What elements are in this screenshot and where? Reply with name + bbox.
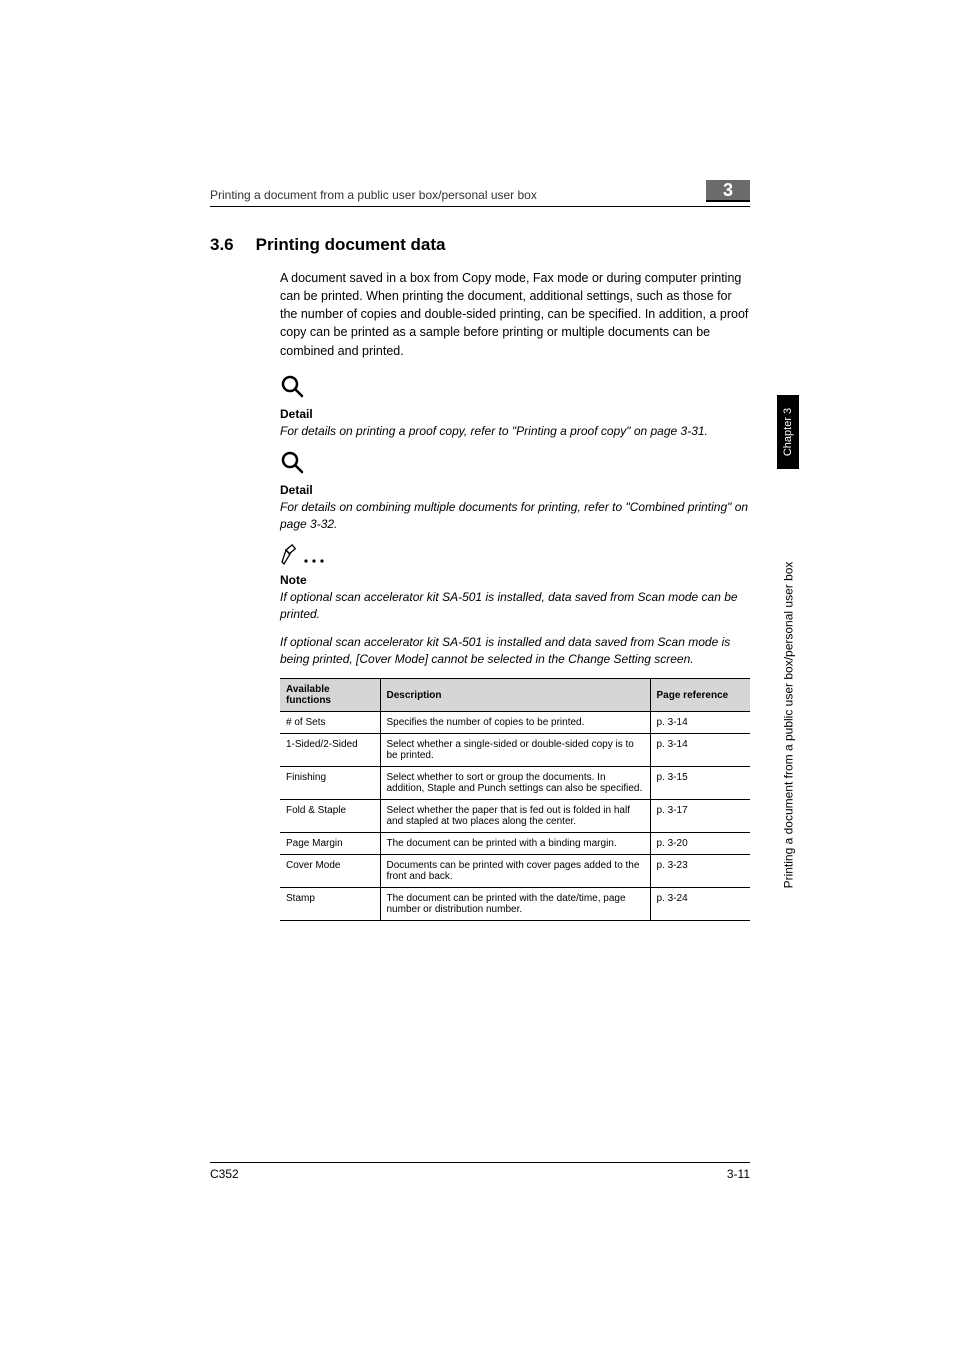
table-cell: p. 3-20 <box>650 833 750 855</box>
intro-paragraph: A document saved in a box from Copy mode… <box>280 269 750 360</box>
table-cell: Fold & Staple <box>280 800 380 833</box>
table-header-cell: Available functions <box>280 679 380 712</box>
table-cell: Page Margin <box>280 833 380 855</box>
table-cell: Specifies the number of copies to be pri… <box>380 712 650 734</box>
running-title: Printing a document from a public user b… <box>210 188 537 202</box>
table-row: Cover Mode Documents can be printed with… <box>280 855 750 888</box>
section-number: 3.6 <box>210 235 234 255</box>
table-cell: Cover Mode <box>280 855 380 888</box>
detail-text: For details on printing a proof copy, re… <box>280 423 750 440</box>
table-header-cell: Description <box>380 679 650 712</box>
side-running-text: Printing a document from a public user b… <box>781 562 795 889</box>
table-body: # of Sets Specifies the number of copies… <box>280 712 750 921</box>
chapter-number: 3 <box>723 180 733 201</box>
table-cell: Documents can be printed with cover page… <box>380 855 650 888</box>
table-cell: Stamp <box>280 888 380 921</box>
table-row: # of Sets Specifies the number of copies… <box>280 712 750 734</box>
footer-model: C352 <box>210 1167 239 1181</box>
table-row: Page Margin The document can be printed … <box>280 833 750 855</box>
page-content: Printing a document from a public user b… <box>210 180 750 921</box>
table-cell: # of Sets <box>280 712 380 734</box>
table-header-row: Available functions Description Page ref… <box>280 679 750 712</box>
functions-table: Available functions Description Page ref… <box>280 678 750 921</box>
note-para-1: If optional scan accelerator kit SA-501 … <box>280 589 750 624</box>
table-row: Finishing Select whether to sort or grou… <box>280 767 750 800</box>
pencil-note-icon <box>280 544 330 566</box>
section-title: Printing document data <box>256 235 446 255</box>
side-chapter-label: Chapter 3 <box>782 408 794 456</box>
running-header: Printing a document from a public user b… <box>210 180 750 207</box>
table-cell: The document can be printed with the dat… <box>380 888 650 921</box>
note-para-2: If optional scan accelerator kit SA-501 … <box>280 634 750 669</box>
side-running-label: Printing a document from a public user b… <box>777 480 799 970</box>
table-header-cell: Page reference <box>650 679 750 712</box>
table-cell: Select whether the paper that is fed out… <box>380 800 650 833</box>
chapter-number-box: 3 <box>706 180 750 202</box>
table-cell: p. 3-14 <box>650 734 750 767</box>
table-row: Fold & Staple Select whether the paper t… <box>280 800 750 833</box>
table-cell: The document can be printed with a bindi… <box>380 833 650 855</box>
detail-heading: Detail <box>280 483 750 497</box>
table-cell: p. 3-24 <box>650 888 750 921</box>
note-heading: Note <box>280 573 750 587</box>
table-cell: p. 3-15 <box>650 767 750 800</box>
table-cell: Select whether to sort or group the docu… <box>380 767 650 800</box>
table-cell: Select whether a single-sided or double-… <box>380 734 650 767</box>
detail-text: For details on combining multiple docume… <box>280 499 750 534</box>
detail-heading: Detail <box>280 407 750 421</box>
detail-block-1: Detail For details on printing a proof c… <box>280 374 750 440</box>
table-cell: p. 3-17 <box>650 800 750 833</box>
page-footer: C352 3-11 <box>210 1162 750 1181</box>
table-cell: Finishing <box>280 767 380 800</box>
detail-block-2: Detail For details on combining multiple… <box>280 450 750 534</box>
table-cell: 1-Sided/2-Sided <box>280 734 380 767</box>
table-row: Stamp The document can be printed with t… <box>280 888 750 921</box>
note-block: Note If optional scan accelerator kit SA… <box>280 544 750 669</box>
table-cell: p. 3-14 <box>650 712 750 734</box>
table-row: 1-Sided/2-Sided Select whether a single-… <box>280 734 750 767</box>
side-chapter-tab: Chapter 3 <box>777 395 799 469</box>
table-cell: p. 3-23 <box>650 855 750 888</box>
section-heading: 3.6 Printing document data <box>210 235 750 255</box>
footer-page-number: 3-11 <box>727 1167 750 1181</box>
magnifier-icon <box>280 450 306 476</box>
magnifier-icon <box>280 374 306 400</box>
